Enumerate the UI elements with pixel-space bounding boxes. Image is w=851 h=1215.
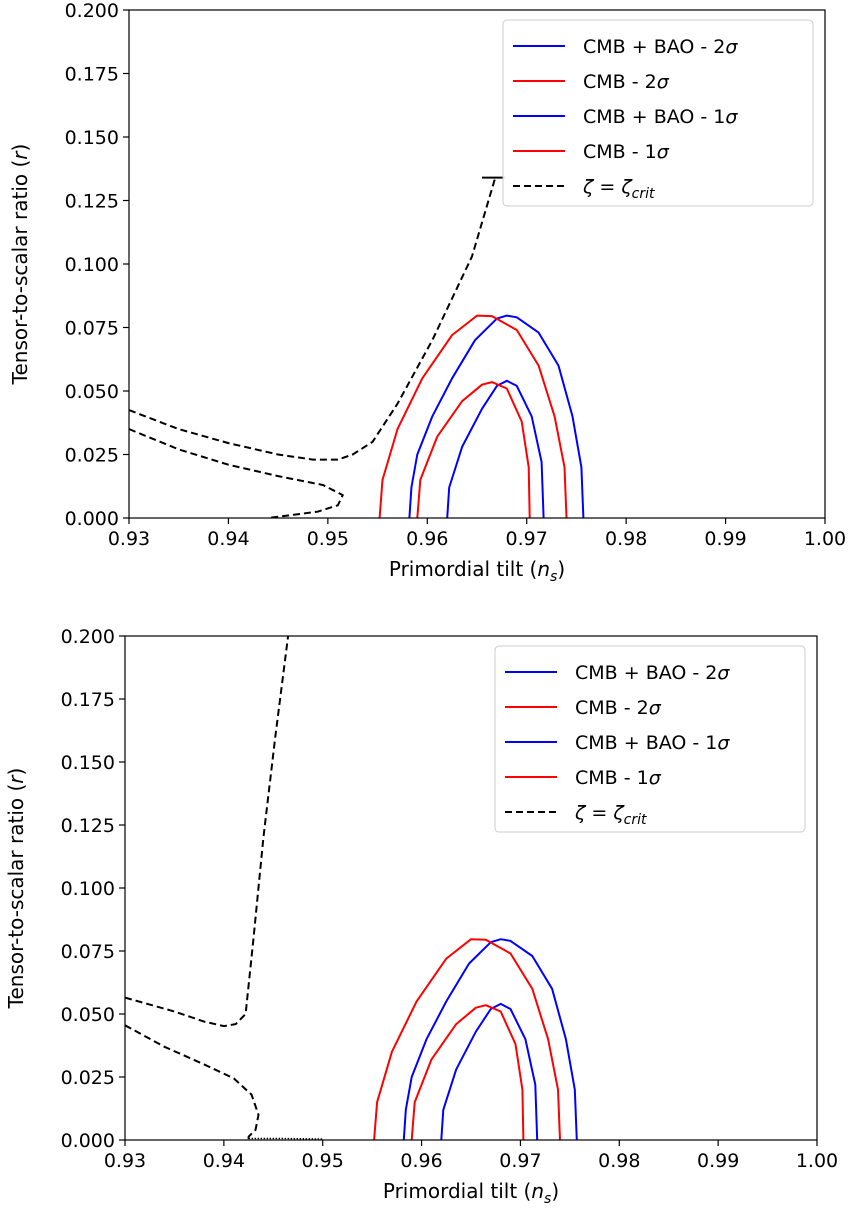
x-tick-label: 0.93 <box>104 1150 146 1172</box>
legend-entry-label: CMB + BAO - 2σ <box>583 36 738 58</box>
series-0-line <box>408 314 585 518</box>
x-tick-label: 0.94 <box>203 1150 245 1172</box>
x-tick-label: 0.95 <box>302 1150 344 1172</box>
x-tick-label: 0.99 <box>704 528 746 550</box>
y-tick-label: 0.125 <box>65 191 119 213</box>
x-tick-label: 1.00 <box>804 528 846 550</box>
legend: CMB + BAO - 2σ CMB - 2σ CMB + BAO - 1σ CMB … <box>494 645 806 833</box>
legend-entry-label: CMB + BAO - 1σ <box>575 732 730 754</box>
chart-bottom: 0.93 0.94 0.95 0.96 0.97 0.98 0.99 1.00 0.000 0.0… <box>4 626 838 1207</box>
x-axis-label: Primordial tilt (ns) <box>383 1179 559 1207</box>
x-tick-label: 0.99 <box>697 1150 739 1172</box>
legend-entry-label: CMB - 1σ <box>575 767 662 789</box>
x-tick-label: 0.97 <box>499 1150 541 1172</box>
y-tick-label: 0.200 <box>65 0 119 22</box>
x-tick-label: 0.93 <box>108 528 150 550</box>
y-tick-label: 0.025 <box>61 1067 115 1089</box>
x-tick-label: 0.98 <box>605 528 647 550</box>
x-axis-label: Primordial tilt (ns) <box>389 557 565 585</box>
legend-entry-label: CMB - 2σ <box>575 697 662 719</box>
series-1-line <box>373 938 561 1140</box>
y-tick-label: 0.175 <box>65 64 119 86</box>
legend-entry-label: CMB - 1σ <box>583 141 670 163</box>
x-tick-label: 0.94 <box>207 528 249 550</box>
y-tick-label: 0.075 <box>61 941 115 963</box>
x-tick-label: 1.00 <box>796 1150 838 1172</box>
y-tick-label: 0.025 <box>65 445 119 467</box>
y-tick-label: 0.050 <box>65 381 119 403</box>
y-axis-label: Tensor-to-scalar ratio (r) <box>4 768 28 1010</box>
series-0-line <box>402 938 578 1140</box>
y-tick-label: 0.150 <box>65 127 119 149</box>
series-3-line <box>410 1004 525 1140</box>
legend-box <box>494 645 806 833</box>
legend-entry-label: CMB + BAO - 1σ <box>583 106 738 128</box>
series-2-line <box>440 1002 539 1140</box>
y-tick-label: 0.000 <box>61 1130 115 1152</box>
x-tick-label: 0.95 <box>307 528 349 550</box>
plot-area <box>129 176 585 518</box>
series-2-line <box>446 379 545 518</box>
legend-entry-label: ζ = ζcrit <box>582 176 655 202</box>
series-4-line <box>129 178 496 461</box>
y-tick-label: 0.050 <box>61 1004 115 1026</box>
y-tick-label: 0.000 <box>65 508 119 530</box>
y-tick-label: 0.200 <box>61 626 115 648</box>
x-tick-label: 0.96 <box>400 1150 442 1172</box>
series-4-line <box>125 636 290 1028</box>
legend-entry-label: ζ = ζcrit <box>574 802 647 828</box>
x-tick-label: 0.96 <box>406 528 448 550</box>
series-1-line <box>378 314 568 518</box>
x-tick-label: 0.98 <box>598 1150 640 1172</box>
y-tick-label: 0.100 <box>65 254 119 276</box>
legend-box <box>502 19 814 207</box>
series-5-line <box>125 1024 260 1140</box>
y-tick-label: 0.100 <box>61 878 115 900</box>
series-3-line <box>416 381 531 518</box>
y-tick-label: 0.150 <box>61 752 115 774</box>
series-5-line <box>129 428 344 518</box>
plot-area <box>125 636 578 1140</box>
legend-entry-label: CMB + BAO - 2σ <box>575 662 730 684</box>
y-tick-label: 0.175 <box>61 689 115 711</box>
y-tick-label: 0.075 <box>65 318 119 340</box>
legend-entry-label: CMB - 2σ <box>583 71 670 93</box>
chart-top: 0.93 0.94 0.95 0.96 0.97 0.98 0.99 1.00 0.000 0.0… <box>8 0 846 585</box>
legend: CMB + BAO - 2σ CMB - 2σ CMB + BAO - 1σ CMB … <box>502 19 814 207</box>
y-tick-label: 0.125 <box>61 815 115 837</box>
y-axis-label: Tensor-to-scalar ratio (r) <box>8 144 32 386</box>
x-tick-label: 0.97 <box>506 528 548 550</box>
series-6-line <box>248 1137 323 1140</box>
